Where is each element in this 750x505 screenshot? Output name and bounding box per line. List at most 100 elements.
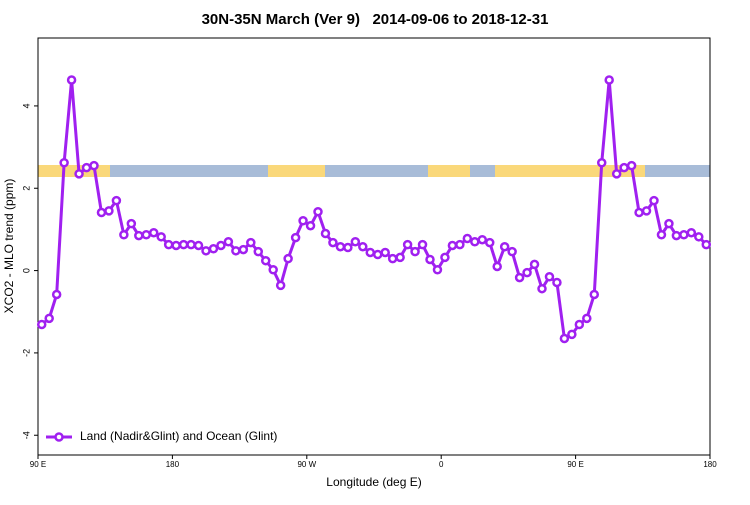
y-tick-label: 4 bbox=[21, 103, 31, 108]
data-point bbox=[589, 289, 600, 300]
data-point bbox=[358, 241, 368, 252]
data-point bbox=[604, 75, 614, 85]
x-tick-label: 0 bbox=[439, 460, 444, 469]
data-point bbox=[96, 207, 107, 218]
data-point bbox=[74, 169, 84, 179]
land-band bbox=[495, 165, 645, 177]
data-point bbox=[514, 272, 525, 283]
data-point bbox=[447, 240, 458, 251]
plot-frame bbox=[37, 37, 711, 456]
data-point bbox=[410, 246, 420, 257]
chart-title: 30N-35N March (Ver 9) 2014-09-06 to 2018… bbox=[202, 11, 549, 28]
data-point bbox=[596, 157, 607, 168]
x-tick-label: 180 bbox=[703, 460, 717, 469]
data-point bbox=[343, 242, 353, 253]
data-point bbox=[231, 246, 241, 256]
data-point bbox=[649, 195, 659, 206]
data-point bbox=[253, 246, 264, 257]
data-point bbox=[432, 265, 443, 275]
data-point bbox=[611, 169, 622, 179]
data-point bbox=[582, 313, 592, 324]
y-tick-label: 0 bbox=[21, 268, 31, 273]
data-point bbox=[126, 218, 137, 229]
data-point bbox=[201, 246, 211, 256]
data-point bbox=[156, 232, 166, 242]
data-point bbox=[402, 239, 413, 250]
data-point bbox=[238, 244, 249, 255]
data-point bbox=[178, 239, 189, 250]
data-point bbox=[148, 227, 159, 238]
data-point bbox=[81, 162, 92, 173]
data-point bbox=[544, 272, 555, 282]
data-point bbox=[671, 230, 682, 241]
data-point bbox=[51, 289, 62, 300]
data-point bbox=[529, 259, 540, 270]
data-point bbox=[372, 249, 383, 260]
data-point bbox=[89, 160, 99, 171]
y-tick-label: -4 bbox=[21, 431, 31, 439]
data-point bbox=[36, 319, 47, 330]
series-line bbox=[40, 79, 708, 341]
data-point bbox=[193, 240, 204, 251]
data-point bbox=[119, 230, 129, 240]
land-ocean-band bbox=[38, 165, 710, 177]
data-point bbox=[664, 218, 674, 229]
data-point bbox=[626, 160, 637, 171]
data-point bbox=[507, 246, 517, 257]
data-point bbox=[328, 237, 338, 248]
data-point bbox=[171, 240, 181, 251]
data-point bbox=[283, 253, 293, 264]
data-point bbox=[59, 157, 69, 168]
data-point bbox=[686, 227, 697, 238]
data-point bbox=[66, 75, 77, 85]
data-point bbox=[350, 237, 361, 247]
data-point bbox=[619, 162, 629, 173]
x-axis-label: Longitude (deg E) bbox=[326, 475, 421, 489]
y-axis-label: XCO2 - MLO trend (ppm) bbox=[2, 179, 16, 314]
data-point bbox=[477, 234, 488, 245]
data-point bbox=[574, 319, 585, 330]
data-point bbox=[216, 240, 226, 251]
data-point bbox=[455, 239, 465, 250]
x-tick-label: 90 W bbox=[297, 460, 316, 469]
data-point bbox=[484, 237, 495, 248]
y-tick-label: 2 bbox=[21, 186, 31, 191]
data-point bbox=[395, 252, 405, 263]
data-point bbox=[417, 239, 428, 250]
data-point bbox=[462, 233, 473, 244]
data-point bbox=[694, 232, 704, 242]
data-point bbox=[387, 253, 398, 264]
data-point bbox=[223, 237, 234, 247]
data-point bbox=[440, 252, 450, 263]
data-point bbox=[305, 220, 316, 231]
data-point bbox=[268, 265, 278, 275]
data-point bbox=[641, 206, 652, 216]
data-point bbox=[275, 280, 286, 291]
data-point bbox=[246, 237, 256, 248]
data-point bbox=[522, 267, 532, 278]
data-point bbox=[365, 247, 376, 258]
data-point bbox=[537, 283, 547, 294]
data-point bbox=[141, 230, 152, 240]
data-point bbox=[701, 239, 712, 250]
land-band bbox=[428, 165, 470, 177]
data-point bbox=[380, 247, 390, 258]
data-point bbox=[104, 206, 114, 216]
land-band bbox=[268, 165, 325, 177]
data-point bbox=[499, 241, 510, 252]
data-point bbox=[552, 277, 562, 288]
data-point bbox=[298, 216, 308, 226]
data-point bbox=[260, 255, 271, 266]
data-point bbox=[335, 241, 346, 252]
data-point bbox=[186, 239, 196, 250]
data-point bbox=[320, 228, 331, 239]
x-tick-label: 90 E bbox=[30, 460, 46, 469]
legend-marker bbox=[54, 432, 64, 442]
data-point bbox=[656, 230, 667, 240]
land-band bbox=[38, 165, 110, 177]
data-point bbox=[44, 313, 54, 324]
data-point bbox=[290, 232, 301, 243]
legend-label: Land (Nadir&Glint) and Ocean (Glint) bbox=[80, 429, 277, 443]
data-point bbox=[425, 254, 435, 265]
